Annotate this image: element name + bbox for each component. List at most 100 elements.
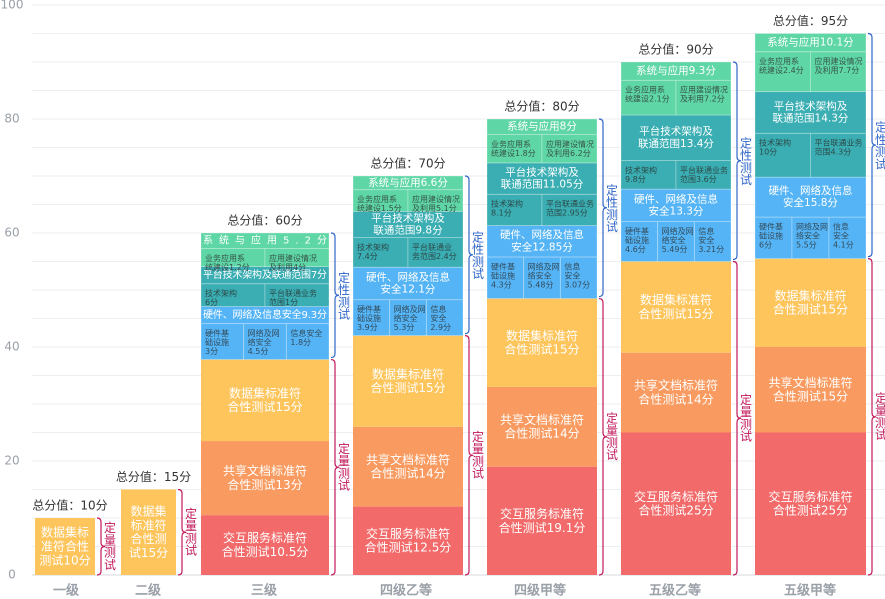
total-label: 总分值：95分: [773, 13, 848, 28]
segment-label-line: 合性测试15分: [504, 341, 579, 356]
group-header-label: 平台技术架构及联通范围11.05分: [501, 165, 584, 190]
group-header-label: 硬件、网络及信息安全15.8分: [769, 184, 853, 209]
y-tick-label: 0: [8, 568, 16, 582]
sub-segment-label: 平台联通业务范围4.3分: [815, 137, 863, 156]
total-label: 总分值：90分: [638, 42, 713, 57]
group-header-label: 系统与应用10.1分: [767, 36, 854, 49]
group-header: [620, 61, 732, 81]
group-header: [754, 176, 867, 218]
sub-segment: [620, 160, 677, 190]
segment-label: 数据集标准符合性测试15分: [638, 292, 713, 321]
segment-label-line: 合性测试15分: [773, 301, 848, 316]
x-tick-label: 五级乙等: [649, 583, 701, 599]
group-header-label: 系统与应用9.3分: [636, 64, 716, 77]
group-header-label: 硬件、网络及信息安全12.1分: [366, 270, 450, 295]
sub-segment-label: 网络及网络安全 5.49分: [662, 226, 694, 254]
x-tick-label: 二级: [135, 583, 162, 599]
segment-label: 交互服务标准符合性测试25分: [634, 488, 718, 517]
y-tick-label: 40: [4, 340, 19, 354]
sub-segment-label: 应用建设情况及利用7.7分: [815, 56, 863, 75]
sub-segment-label: 信息安全 3.07分: [564, 261, 590, 289]
bar-segment: [201, 441, 329, 516]
sub-segment-label: 网络及网络安全 4.5分: [248, 328, 280, 356]
group-header: [352, 175, 464, 191]
sub-segment-label: 平台联通业务范围2.4分: [412, 242, 457, 261]
sub-segment-label: 业务应用系统建设1.8分: [491, 138, 536, 157]
segment-label-line: 合性测试25分: [773, 502, 848, 517]
bar-segment: [621, 352, 731, 433]
segment-label-line: 数据集标准符: [774, 287, 846, 302]
segment-label-line: 测试10分: [39, 552, 90, 567]
bar-segment: [487, 298, 597, 387]
sub-segment-label: 业务应用系统建设1.2分: [205, 252, 250, 271]
group-header: [620, 188, 732, 223]
sub-segment: [754, 132, 811, 178]
segment-label: 交互服务标准符合性测试25分: [768, 488, 852, 517]
sub-segment-label: 应用建设情况及利用6.2分: [546, 138, 594, 157]
sub-segment-label: 技术架构 10分: [759, 137, 791, 156]
segment-label: 数据集标准符合性测试15分: [227, 385, 302, 414]
sub-segment: [693, 221, 732, 262]
qual-bracket: [867, 32, 877, 258]
segment-label-line: 合性测试14分: [504, 425, 579, 440]
sub-segment: [810, 51, 867, 93]
total-label: 总分值：10分: [32, 498, 107, 513]
segment-label-line: 标准符: [130, 517, 166, 532]
quant-bracket: [96, 517, 106, 576]
sub-segment-label: 平台联通业务范围2.95分: [546, 198, 594, 217]
segment-label-line: 合性测: [130, 531, 166, 546]
segment-label-line: 交互服务标准符: [634, 488, 718, 503]
group-header-label: 平台技术架构及联通范围9.8分: [371, 211, 445, 236]
sub-segment: [559, 256, 598, 299]
quant-bracket-label: 定量测试: [606, 410, 618, 462]
segment-label-line: 准符合性: [41, 538, 89, 553]
x-tick-label: 三级: [251, 583, 278, 599]
x-tick-label: 四级乙等: [380, 583, 432, 599]
qual-bracket-label: 定性测试: [606, 182, 618, 234]
bar-segment: [621, 261, 731, 353]
qual-bracket-label: 定性测试: [338, 269, 350, 321]
bar-segment: [755, 258, 866, 347]
segment-label: 交互服务标准符合性测试10.5分: [222, 530, 309, 559]
quant-bracket: [867, 258, 877, 576]
total-label: 总分值：60分: [227, 213, 302, 228]
group-header: [620, 114, 732, 162]
bar-segment: [121, 489, 176, 575]
sub-segment-label: 网络及网络安全 5.3分: [394, 304, 426, 332]
sub-segment-label: 业务应用系统建设2.1分: [625, 84, 670, 103]
bar-segment: [487, 466, 597, 575]
y-tick-label: 80: [4, 112, 19, 126]
segment-label-line: 数据集标准符: [229, 385, 301, 400]
segment-label-line: 数据集标准符: [506, 327, 578, 342]
quant-bracket: [330, 358, 340, 576]
segment-label-line: 交互服务标准符: [223, 530, 307, 545]
segment-label-line: 交互服务标准符: [500, 505, 584, 520]
group-header-label: 硬件、网络及信息安全9.3分: [203, 308, 327, 321]
total-label: 总分值：70分: [370, 156, 445, 171]
sub-segment: [754, 51, 811, 93]
qual-bracket: [598, 118, 608, 298]
segment-label: 共享文档标准符合性测试14分: [634, 377, 718, 406]
segment-label: 数据集标准符合性测试15分: [504, 327, 579, 356]
sub-segment: [200, 323, 245, 360]
sub-segment-label: 技术架构 7.4分: [357, 242, 389, 261]
segment-label-line: 数据集标准符: [640, 292, 712, 307]
segment-label: 共享文档标准符合性测试15分: [768, 374, 852, 403]
sub-segment-label: 平台联通业务范围1分: [269, 288, 317, 307]
quant-bracket-label: 定量测试: [472, 428, 484, 480]
qual-bracket: [464, 175, 474, 335]
sub-segment: [828, 216, 867, 260]
sub-segment-label: 应用建设情况及利用7.2分: [680, 84, 728, 103]
group-header-label: 系统与应用8分: [507, 120, 577, 133]
group-header: [486, 225, 598, 258]
group-header-label: 硬件、网络及信息安全12.85分: [500, 228, 584, 253]
quant-bracket: [464, 335, 474, 576]
sub-segment-label: 网络及网络安全 5.48分: [528, 261, 560, 289]
sub-segment-label: 硬件基础设施 4.6分: [625, 226, 649, 254]
sub-segment-label: 业务应用系统建设1.5分: [357, 194, 402, 213]
quant-bracket: [177, 488, 187, 576]
segment-label-line: 共享文档标准符: [768, 374, 852, 389]
